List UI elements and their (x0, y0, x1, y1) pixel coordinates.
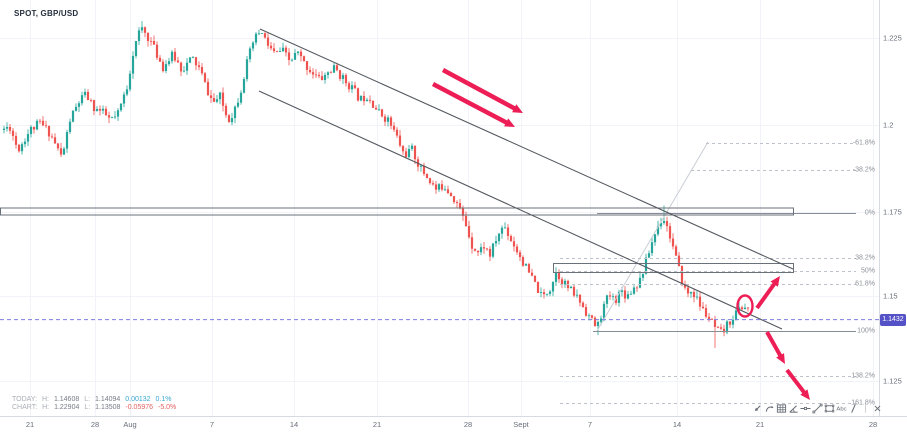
fib-level-label: 50% (860, 267, 875, 275)
price-tick-label: 1.175 (883, 207, 902, 217)
fib-level-label: 100% (857, 327, 875, 335)
today-stats-row: TODAY: H: 1.14608 L: 1.14094 0.00132 0.1… (12, 396, 175, 403)
fib-level-label: -61.8% (852, 139, 875, 147)
time-tick-label: 21 (755, 420, 765, 429)
chart-change-value: -0.05976 (125, 404, 154, 411)
today-low-value: 1.14094 (95, 396, 121, 403)
fib-level-label: 38.2% (855, 254, 875, 262)
chart-label: CHART: (12, 404, 38, 411)
time-tick-label: Aug (123, 420, 137, 429)
today-high-label: H: (41, 396, 49, 403)
time-tick-label: 21 (372, 420, 382, 429)
time-tick-label: 28 (90, 420, 100, 429)
time-tick-label: 7 (209, 420, 215, 429)
last-price-badge: 1.1432 (880, 313, 906, 326)
time-tick-label: 28 (868, 420, 878, 429)
trend-line-icon[interactable] (812, 402, 823, 415)
time-axis-separator (0, 416, 907, 417)
fib-level-label: 0% (864, 209, 875, 217)
time-tick-label: Sept (513, 420, 529, 429)
fib-level-label: -38.2% (852, 166, 875, 174)
drawing-toolbar: Abc (752, 401, 883, 415)
fib-level-label: 61.8% (855, 280, 875, 288)
chart-low-label: L: (84, 404, 91, 411)
fib-level-label: 138.2% (851, 372, 875, 380)
chart-high-label: H: (42, 404, 50, 411)
time-tick-label: 21 (25, 420, 35, 429)
chart-high-value: 1.22904 (54, 404, 80, 411)
close-icon[interactable] (872, 402, 883, 415)
chart-low-value: 1.13508 (95, 404, 121, 411)
price-tick-label: 1.15 (883, 291, 898, 301)
time-tick-label: 7 (587, 420, 593, 429)
divider (860, 402, 871, 415)
rectangle-icon[interactable] (824, 402, 835, 415)
grid-icon[interactable] (776, 402, 787, 415)
today-change-value: 0.00132 (125, 396, 151, 403)
arrow-cursor-icon[interactable] (752, 402, 763, 415)
time-tick-label: 14 (672, 420, 682, 429)
time-tick-label: 28 (463, 420, 473, 429)
time-tick-label: 14 (289, 420, 299, 429)
today-low-label: L: (84, 396, 91, 403)
curved-arrow-icon[interactable] (764, 402, 775, 415)
chart-change-pct: -5.0% (157, 404, 177, 411)
horizontal-line-icon[interactable] (800, 402, 811, 415)
svg-text:Abc: Abc (836, 406, 846, 412)
today-high-value: 1.14608 (53, 396, 80, 403)
price-tick-label: 1.2 (883, 120, 894, 130)
today-change-pct: 0.1% (155, 396, 172, 403)
price-tick-label: 1.125 (883, 376, 902, 386)
symbol-title: SPOT, GBP/USD (14, 9, 79, 18)
trend-angle-icon[interactable] (788, 402, 799, 415)
text-icon[interactable]: Abc (836, 402, 847, 415)
chart-stats-row: CHART: H: 1.22904 L: 1.13508 -0.05976 -5… (12, 404, 179, 411)
today-label: TODAY: (12, 396, 38, 403)
price-tick-label: 1.225 (883, 33, 902, 43)
fib-level-label: 161.8% (851, 399, 875, 407)
price-axis-separator (879, 0, 880, 416)
slash-icon[interactable] (848, 402, 859, 415)
